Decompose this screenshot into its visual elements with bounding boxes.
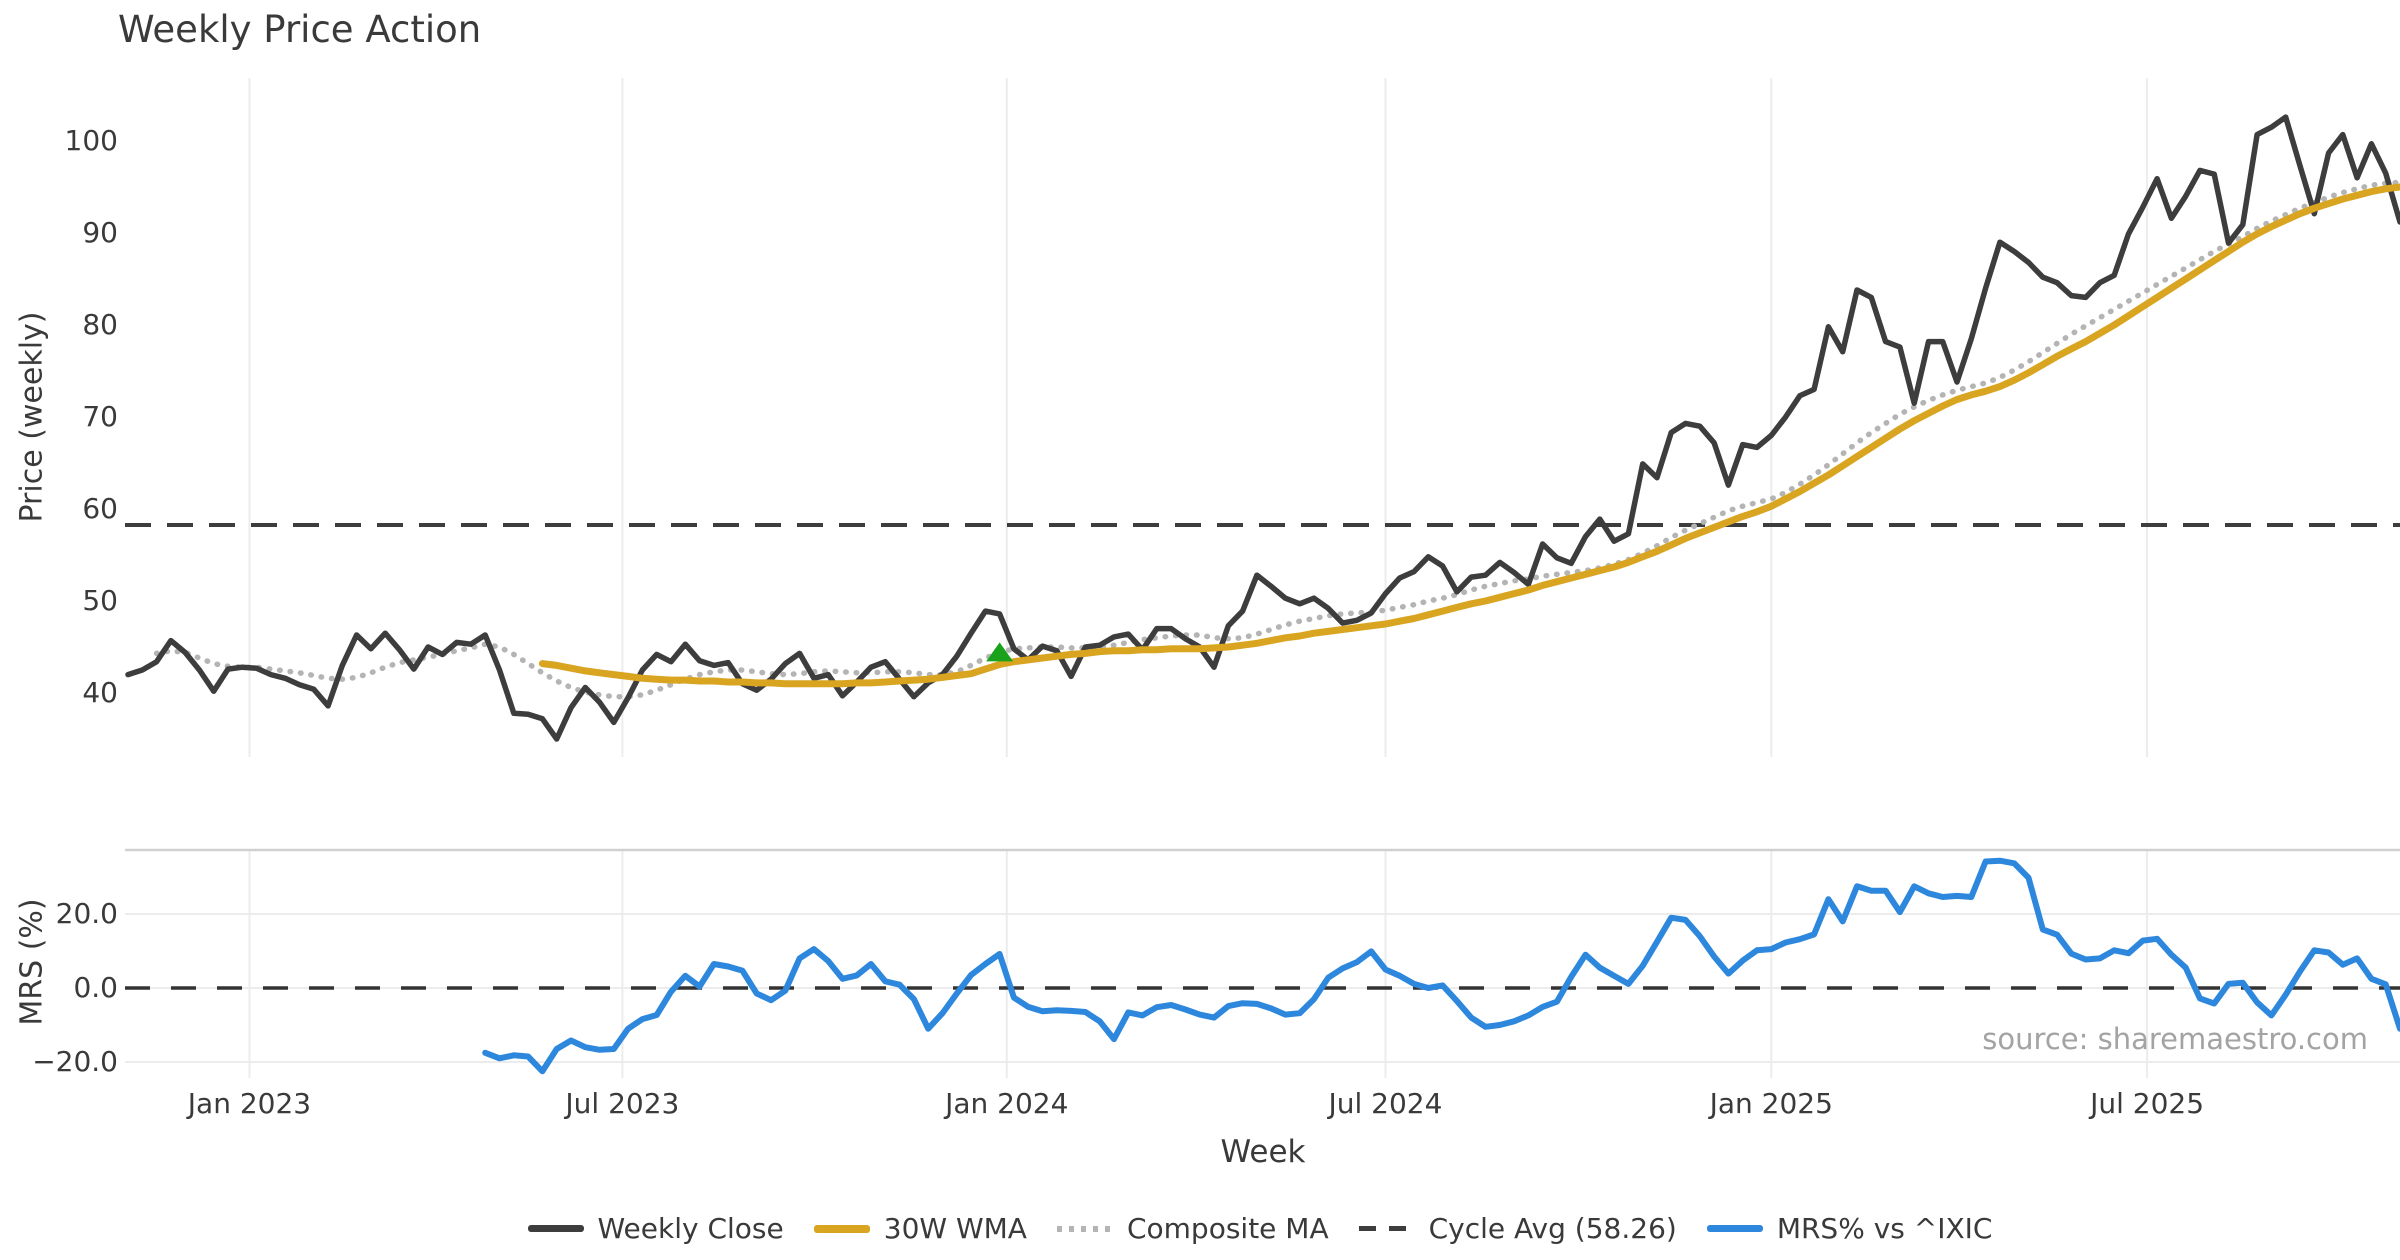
price-tick-label: 50 [82,584,118,617]
mrs-tick-label: −20.0 [32,1045,118,1078]
price-tick-label: 70 [82,400,118,433]
chart-title: Weekly Price Action [118,8,482,51]
legend-label-cycle-avg: Cycle Avg (58.26) [1428,1212,1677,1245]
x-tick-label: Jan 2024 [945,1087,1069,1120]
legend-label-composite-ma: Composite MA [1126,1212,1329,1245]
x-tick-label: Jan 2023 [187,1087,312,1120]
price-tick-label: 60 [82,492,118,525]
price-tick-label: 90 [82,216,118,249]
x-tick-label: Jan 2025 [1709,1087,1833,1120]
legend: Weekly Close 30W WMA Composite MA Cycle … [0,1212,2400,1245]
mrs-line-swatch [1706,1225,1763,1232]
composite-ma-line-swatch [1056,1225,1113,1232]
source-note: source: sharemaestro.com [1982,1022,2368,1056]
weekly-close-line-swatch [527,1225,584,1232]
legend-label-30w-wma: 30W WMA [883,1212,1027,1245]
legend-item-mrs: MRS% vs ^IXIC [1706,1212,1993,1245]
legend-label-mrs: MRS% vs ^IXIC [1776,1212,1993,1245]
legend-item-composite-ma: Composite MA [1056,1212,1329,1245]
x-tick-label: Jul 2023 [565,1087,680,1120]
price-tick-label: 80 [82,308,118,341]
x-tick-label: Jul 2025 [2090,1087,2205,1120]
legend-label-weekly-close: Weekly Close [597,1212,784,1245]
price-tick-label: 100 [64,124,118,157]
wma-line-swatch [813,1224,870,1233]
legend-item-cycle-avg: Cycle Avg (58.26) [1358,1212,1677,1245]
legend-item-weekly-close: Weekly Close [527,1212,784,1245]
mrs-tick-label: 0.0 [73,971,118,1004]
x-tick-label: Jul 2024 [1328,1087,1443,1120]
mrs-tick-label: 20.0 [55,897,118,930]
legend-item-30w-wma: 30W WMA [813,1212,1027,1245]
price-tick-label: 40 [82,676,118,709]
x-axis-title: Week [1220,1134,1306,1170]
cycle-avg-line-swatch [1358,1226,1415,1231]
